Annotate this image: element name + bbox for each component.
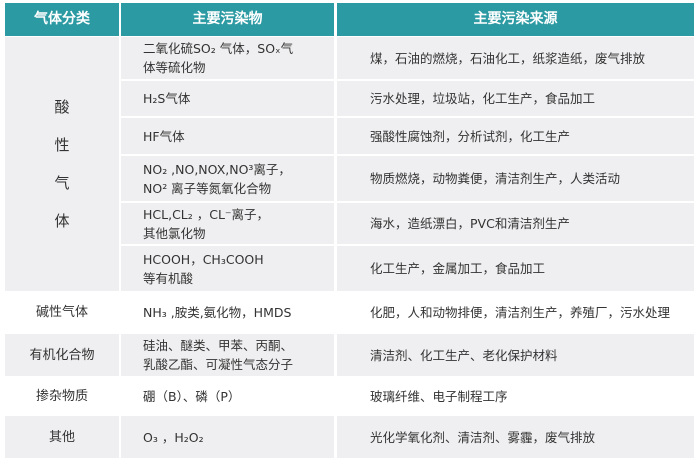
pollutant-cell: 硅油、醚类、甲苯、丙酮、 乳酸乙酯、可凝性气态分子 [121, 334, 334, 376]
category-cell: 掺杂物质 [35, 388, 88, 404]
category-char: 性 [54, 136, 70, 154]
header-pollutant: 主要污染物 [121, 3, 334, 36]
source-cell: 煤，石油的燃烧，石油化工，纸浆造纸，废气排放 [337, 37, 694, 79]
source-cell: 化肥，人和动物排便，清洁剂生产，养殖厂，污水处理 [370, 305, 671, 320]
pollutant-cell: 二氧化硫SO₂ 气体，SOₓ气 体等硫化物 [121, 37, 334, 79]
source-cell: 玻璃纤维、电子制程工序 [370, 388, 508, 404]
pollutant-cell: NH₃ ,胺类,氨化物，HMDS [143, 305, 292, 320]
source-cell: 强酸性腐蚀剂，分析试剂，化工生产 [337, 118, 694, 154]
pollutant-cell: HCL,CL₂ ，CL⁻离子， 其他氯化物 [121, 203, 334, 244]
pollutant-cell: 硼（B）、磷（P） [143, 388, 241, 404]
pollutant-cell: HCOOH，CH₃COOH 等有机酸 [121, 246, 334, 291]
pollutant-cell: HF气体 [121, 118, 334, 154]
source-cell: 物质燃烧，动物粪便，清洁剂生产，人类活动 [337, 156, 694, 201]
category-cell: 碱性气体 [35, 305, 88, 320]
category-cell: 其他 [5, 416, 119, 458]
source-cell: 污水处理，垃圾站，化工生产，食品加工 [337, 81, 694, 116]
pollutant-cell: H₂S气体 [121, 81, 334, 116]
source-cell: 海水，造纸漂白，PVC和清洁剂生产 [337, 203, 694, 244]
pollutant-cell: O₃ ，H₂O₂ [121, 416, 334, 458]
category-char: 体 [54, 212, 70, 230]
header-source: 主要污染来源 [337, 3, 694, 36]
category-char: 气 [54, 174, 70, 192]
category-cell: 有机化合物 [5, 334, 119, 376]
source-cell: 光化学氧化剂、清洁剂、雾霾，废气排放 [337, 416, 694, 458]
category-char: 酸 [54, 98, 70, 116]
header-category: 气体分类 [5, 3, 119, 36]
source-cell: 化工生产，金属加工，食品加工 [337, 246, 694, 291]
category-cell: 酸性气体 [5, 37, 119, 291]
source-cell: 清洁剂、化工生产、老化保护材料 [337, 334, 694, 376]
pollutant-cell: NO₂ ,NO,NOX,NO³离子， NO² 离子等氮氧化合物 [121, 156, 334, 201]
